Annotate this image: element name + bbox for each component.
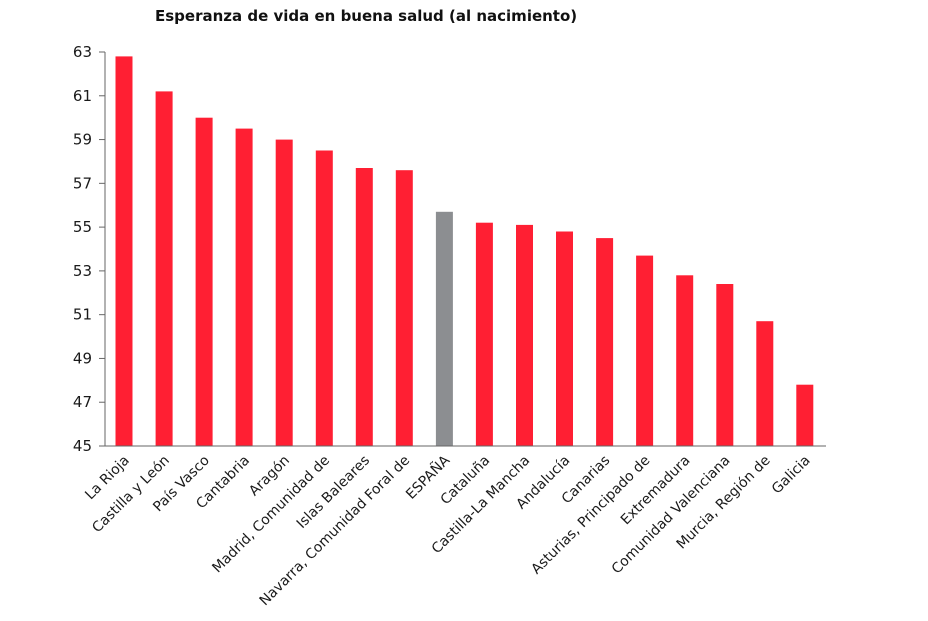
bar-3 bbox=[235, 128, 253, 446]
y-tick-label: 47 bbox=[73, 393, 92, 411]
y-tick-label: 57 bbox=[73, 174, 92, 192]
bar-16 bbox=[756, 321, 774, 446]
bar-17 bbox=[796, 384, 814, 446]
y-tick-label: 61 bbox=[73, 87, 92, 105]
bar-12 bbox=[596, 238, 614, 446]
bar-6 bbox=[355, 168, 373, 446]
x-tick-label: Galicia bbox=[769, 453, 814, 498]
bar-7 bbox=[395, 170, 413, 446]
bar-8 bbox=[435, 211, 453, 446]
y-tick-label: 63 bbox=[73, 43, 92, 61]
y-tick-label: 55 bbox=[73, 218, 92, 236]
bar-9 bbox=[475, 222, 493, 446]
chart-title: Esperanza de vida en buena salud (al nac… bbox=[155, 7, 577, 25]
bar-10 bbox=[516, 224, 533, 446]
bar-4 bbox=[275, 139, 293, 446]
y-tick-label: 53 bbox=[73, 262, 92, 280]
bar-2 bbox=[195, 117, 213, 446]
bar-11 bbox=[556, 231, 573, 446]
y-axis-ticks: 45 47 49 51 53 55 57 59 61 63 bbox=[73, 43, 105, 455]
bar-14 bbox=[676, 275, 694, 446]
bar-1 bbox=[155, 91, 173, 447]
bar-5 bbox=[315, 150, 333, 446]
bar-13 bbox=[636, 255, 654, 446]
bar-15 bbox=[716, 284, 734, 446]
y-tick-label: 59 bbox=[73, 131, 92, 149]
bar-0 bbox=[115, 56, 133, 447]
y-tick-label: 45 bbox=[73, 437, 92, 455]
bars bbox=[115, 56, 814, 447]
x-tick-label: Extremadura bbox=[618, 453, 694, 529]
y-tick-label: 51 bbox=[73, 306, 92, 324]
y-tick-label: 49 bbox=[73, 349, 92, 367]
